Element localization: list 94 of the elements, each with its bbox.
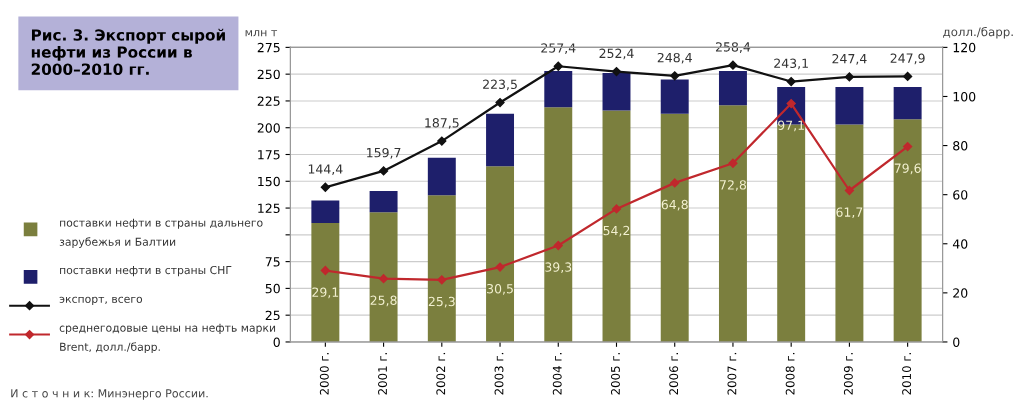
y-tick-label: 275 — [257, 42, 280, 53]
bar — [544, 70, 573, 108]
x-tick-label: 2006 г. — [669, 352, 679, 395]
data-label: 54,2 — [603, 225, 630, 237]
y-tick-label: 175 — [258, 150, 280, 160]
bar — [427, 195, 456, 342]
point — [903, 71, 913, 82]
x-tick-label: 2002 г. — [436, 352, 446, 395]
y-tick-label: 250 — [257, 69, 280, 80]
legend-label: экспорт, всего — [59, 296, 143, 306]
data-label: 247,9 — [890, 53, 925, 65]
y2-tick-label: 60 — [953, 190, 968, 200]
bar — [544, 107, 573, 342]
data-label: 79,6 — [894, 163, 921, 175]
x-tick-label: 2003 г. — [494, 352, 504, 395]
y-tick-label: 200 — [257, 123, 280, 133]
y2-tick-label: 40 — [952, 239, 968, 249]
data-label: 252,4 — [599, 48, 634, 60]
data-label: 29,1 — [312, 287, 339, 299]
data-label: 248,4 — [657, 52, 692, 64]
point — [728, 158, 738, 168]
data-label: 25,8 — [370, 295, 397, 307]
x-tick-label: 2005 г. — [610, 352, 620, 395]
point — [728, 60, 738, 70]
point — [844, 72, 855, 82]
data-label: 223,5 — [483, 79, 517, 91]
point — [495, 262, 505, 272]
data-label: 144,4 — [308, 164, 343, 176]
y-tick-label: 75 — [265, 257, 280, 267]
point — [670, 178, 680, 188]
data-label: 72,8 — [720, 180, 747, 191]
y2-tick-label: 0 — [953, 337, 960, 347]
y2-tick-label: 120 — [953, 42, 976, 53]
bar — [718, 70, 747, 106]
y-tick-label: 25 — [265, 310, 280, 321]
y2-tick-label: 100 — [953, 91, 976, 102]
y-tick-label: 225 — [257, 96, 280, 106]
bar — [369, 190, 398, 213]
point — [320, 265, 330, 276]
text: Рис. 3. Экспорт сырой нефти из России в 2000–2010 гг. — [31, 28, 225, 75]
point — [553, 240, 563, 251]
data-label: 247,4 — [832, 53, 867, 65]
bar — [718, 105, 747, 342]
y-tick-label: 125 — [258, 203, 280, 213]
y2-tick-label: 80 — [953, 141, 968, 151]
data-label: 39,3 — [545, 262, 572, 274]
bar — [893, 87, 922, 120]
x-tick-label: 2001 г. — [378, 352, 388, 395]
data-label: 187,5 — [425, 118, 459, 129]
y-tick-label: 150 — [258, 176, 280, 187]
x-tick-label: 2010 г. — [902, 352, 912, 395]
point — [786, 76, 796, 87]
data-label: 25,3 — [428, 296, 455, 308]
data-label: 64,8 — [661, 199, 688, 211]
bar — [835, 124, 864, 342]
bar — [311, 200, 340, 224]
point — [670, 71, 680, 81]
legend-label: поставки нефти в страны дальнего зарубежья и Балтии — [59, 218, 263, 248]
bar — [486, 113, 515, 167]
x-tick-label: 2000 г. — [319, 352, 329, 395]
bar — [893, 119, 922, 342]
point — [378, 274, 389, 284]
point — [495, 97, 505, 108]
bar — [369, 212, 398, 342]
point — [320, 182, 330, 192]
x-tick-label: 2007 г. — [727, 352, 737, 395]
point — [844, 185, 855, 196]
bar — [660, 79, 689, 114]
y-tick-label: 50 — [265, 283, 280, 294]
text: И с т о ч н и к: Минэнерго России. — [11, 389, 208, 400]
bar — [427, 157, 456, 196]
data-label: 159,7 — [367, 147, 401, 159]
bar — [602, 73, 631, 111]
point — [437, 275, 447, 285]
data-label: 243,1 — [774, 58, 808, 70]
point — [903, 141, 913, 152]
point — [378, 166, 389, 176]
y2-tick-label: 20 — [953, 288, 968, 298]
data-label: 61,7 — [836, 207, 863, 219]
point — [437, 136, 447, 146]
point — [553, 61, 563, 71]
x-tick-label: 2004 г. — [552, 352, 562, 395]
legend-label: поставки нефти в страны СНГ — [60, 265, 232, 277]
x-tick-label: 2009 г. — [843, 352, 853, 395]
bar — [602, 110, 631, 342]
bar — [660, 113, 689, 342]
data-label: 30,5 — [487, 283, 513, 295]
bar — [486, 166, 515, 342]
bar — [835, 87, 864, 125]
x-tick-label: 2008 г. — [785, 352, 795, 395]
point — [611, 204, 622, 214]
y2-axis-title: долл./барр. — [943, 26, 1013, 39]
bar — [311, 223, 340, 342]
y-axis-title: млн т — [245, 30, 278, 37]
